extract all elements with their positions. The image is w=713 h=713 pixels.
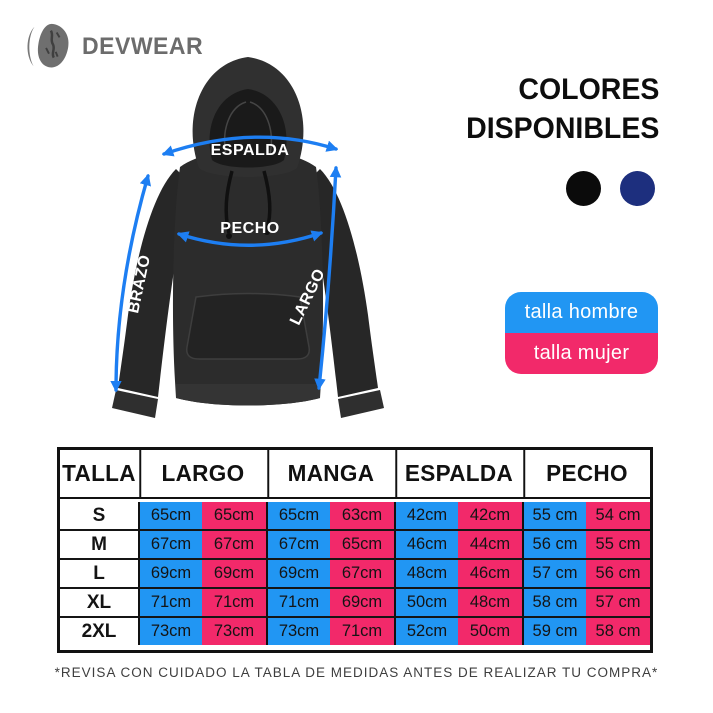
- measure-cell-hombre: 69cm: [138, 560, 202, 587]
- measure-cell-mujer: 65cm: [330, 531, 394, 558]
- hoodie-body: [172, 150, 324, 406]
- col-header-pecho: PECHO: [523, 450, 648, 497]
- size-label: L: [60, 560, 138, 587]
- hoodie-left-cuff: [112, 390, 158, 418]
- size-table: TALLA LARGO MANGA ESPALDA PECHO S 65cm 65c…: [57, 447, 653, 653]
- col-header-largo: LARGO: [139, 450, 264, 497]
- measure-cell-mujer: 65cm: [202, 502, 266, 529]
- pecho-label: PECHO: [220, 220, 279, 237]
- measure-cell-hombre: 65cm: [266, 502, 330, 529]
- measure-cell-mujer: 71cm: [330, 618, 394, 645]
- measure-cell-hombre: 46cm: [394, 531, 458, 558]
- measure-cell-hombre: 65cm: [138, 502, 202, 529]
- col-header-espalda: ESPALDA: [395, 450, 520, 497]
- espalda-arrow: [161, 135, 339, 157]
- hoodie-right-cuff: [338, 390, 384, 418]
- color-swatch-navy: [620, 171, 655, 206]
- size-label: XL: [60, 589, 138, 616]
- table-row: 2XL 73cm 73cm 73cm 71cm 52cm 50cm 59 cm 58 cm: [60, 618, 650, 645]
- measure-cell-hombre: 73cm: [138, 618, 202, 645]
- measure-cell-hombre: 59 cm: [522, 618, 586, 645]
- measure-cell-hombre: 67cm: [138, 531, 202, 558]
- measure-cell-hombre: 73cm: [266, 618, 330, 645]
- color-swatches: [566, 171, 655, 206]
- measure-cell-mujer: 46cm: [458, 560, 522, 587]
- measure-cell-mujer: 73cm: [202, 618, 266, 645]
- hoodie-drawstring-left: [224, 170, 234, 234]
- measure-cell-mujer: 48cm: [458, 589, 522, 616]
- table-row: XL 71cm 71cm 71cm 69cm 50cm 48cm 58 cm 57 cm: [60, 589, 650, 618]
- measure-cell-mujer: 55 cm: [586, 531, 650, 558]
- brand-logo: DEVWEAR: [22, 20, 208, 74]
- measure-cell-mujer: 57 cm: [586, 589, 650, 616]
- measure-cell-mujer: 42cm: [458, 502, 522, 529]
- measure-cell-mujer: 44cm: [458, 531, 522, 558]
- brand-name: DEVWEAR: [82, 33, 204, 60]
- legend-mujer-badge: talla mujer: [505, 333, 658, 374]
- measure-cell-mujer: 58 cm: [586, 618, 650, 645]
- table-row: M 67cm 67cm 67cm 65cm 46cm 44cm 56 cm 55 cm: [60, 531, 650, 560]
- color-swatch-black: [566, 171, 601, 206]
- measure-cell-mujer: 69cm: [202, 560, 266, 587]
- hoodie-measurement-diagram: ESPALDA PECHO BRAZO LARGO: [110, 57, 384, 418]
- measure-cell-mujer: 56 cm: [586, 560, 650, 587]
- col-header-talla: TALLA: [62, 460, 136, 486]
- col-header-manga: MANGA: [267, 450, 392, 497]
- size-label: M: [60, 531, 138, 558]
- measure-cell-mujer: 50cm: [458, 618, 522, 645]
- measure-cell-hombre: 50cm: [394, 589, 458, 616]
- table-row: L 69cm 69cm 69cm 67cm 48cm 46cm 57 cm 56 cm: [60, 560, 650, 589]
- table-header-row: TALLA LARGO MANGA ESPALDA PECHO: [60, 450, 650, 499]
- measure-cell-hombre: 57 cm: [522, 560, 586, 587]
- measure-cell-mujer: 67cm: [202, 531, 266, 558]
- espalda-label: ESPALDA: [211, 142, 290, 159]
- measure-cell-mujer: 69cm: [330, 589, 394, 616]
- size-label: S: [60, 502, 138, 529]
- table-row: S 65cm 65cm 65cm 63cm 42cm 42cm 55 cm 54 cm: [60, 502, 650, 531]
- measure-cell-mujer: 71cm: [202, 589, 266, 616]
- measure-cell-hombre: 58 cm: [522, 589, 586, 616]
- legend-hombre-badge: talla hombre: [505, 292, 658, 333]
- measure-cell-hombre: 52cm: [394, 618, 458, 645]
- title-line-1: COLORES: [518, 73, 659, 106]
- measure-cell-hombre: 55 cm: [522, 502, 586, 529]
- hoodie-pocket: [186, 292, 310, 360]
- measure-cell-hombre: 48cm: [394, 560, 458, 587]
- devwear-logo-icon: [27, 23, 69, 68]
- table-body: S 65cm 65cm 65cm 63cm 42cm 42cm 55 cm 54 cm M 67cm…: [60, 499, 650, 650]
- hoodie-hem: [176, 384, 320, 406]
- measure-cell-mujer: 67cm: [330, 560, 394, 587]
- measure-cell-hombre: 56 cm: [522, 531, 586, 558]
- hoodie-drawstring-right: [262, 170, 272, 230]
- largo-arrow: [314, 165, 342, 391]
- measure-cell-hombre: 69cm: [266, 560, 330, 587]
- measure-cell-mujer: 63cm: [330, 502, 394, 529]
- measure-cell-hombre: 67cm: [266, 531, 330, 558]
- colors-available-title: COLORES DISPONIBLES: [456, 70, 659, 148]
- purchase-warning-note: *REVISA CON CUIDADO LA TABLA DE MEDIDAS …: [54, 665, 659, 680]
- brazo-arrow: [110, 173, 151, 393]
- pecho-arrow: [176, 230, 324, 247]
- size-label: 2XL: [60, 618, 138, 645]
- measure-cell-hombre: 71cm: [138, 589, 202, 616]
- title-line-2: DISPONIBLES: [465, 112, 659, 145]
- measure-cell-mujer: 54 cm: [586, 502, 650, 529]
- size-legend: talla hombre talla mujer: [505, 292, 658, 374]
- measure-cell-hombre: 71cm: [266, 589, 330, 616]
- measure-cell-hombre: 42cm: [394, 502, 458, 529]
